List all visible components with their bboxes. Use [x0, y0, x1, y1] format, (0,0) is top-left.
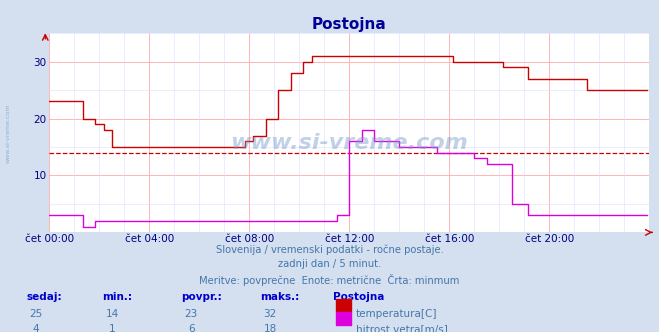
- Text: 25: 25: [30, 309, 43, 319]
- Text: sedaj:: sedaj:: [26, 292, 62, 302]
- Text: www.si-vreme.com: www.si-vreme.com: [5, 103, 11, 163]
- Text: Slovenija / vremenski podatki - ročne postaje.: Slovenija / vremenski podatki - ročne po…: [215, 244, 444, 255]
- Text: 4: 4: [33, 324, 40, 332]
- Text: hitrost vetra[m/s]: hitrost vetra[m/s]: [356, 324, 447, 332]
- Text: zadnji dan / 5 minut.: zadnji dan / 5 minut.: [278, 259, 381, 269]
- Text: temperatura[C]: temperatura[C]: [356, 309, 438, 319]
- Text: 32: 32: [264, 309, 277, 319]
- Text: min.:: min.:: [102, 292, 132, 302]
- Text: www.si-vreme.com: www.si-vreme.com: [231, 133, 468, 153]
- Title: Postojna: Postojna: [312, 17, 387, 32]
- Text: 1: 1: [109, 324, 115, 332]
- Text: 6: 6: [188, 324, 194, 332]
- Text: 14: 14: [105, 309, 119, 319]
- Text: 23: 23: [185, 309, 198, 319]
- Text: povpr.:: povpr.:: [181, 292, 222, 302]
- Text: 18: 18: [264, 324, 277, 332]
- Text: maks.:: maks.:: [260, 292, 300, 302]
- Text: Postojna: Postojna: [333, 292, 384, 302]
- Text: Meritve: povprečne  Enote: metrične  Črta: minmum: Meritve: povprečne Enote: metrične Črta:…: [199, 274, 460, 286]
